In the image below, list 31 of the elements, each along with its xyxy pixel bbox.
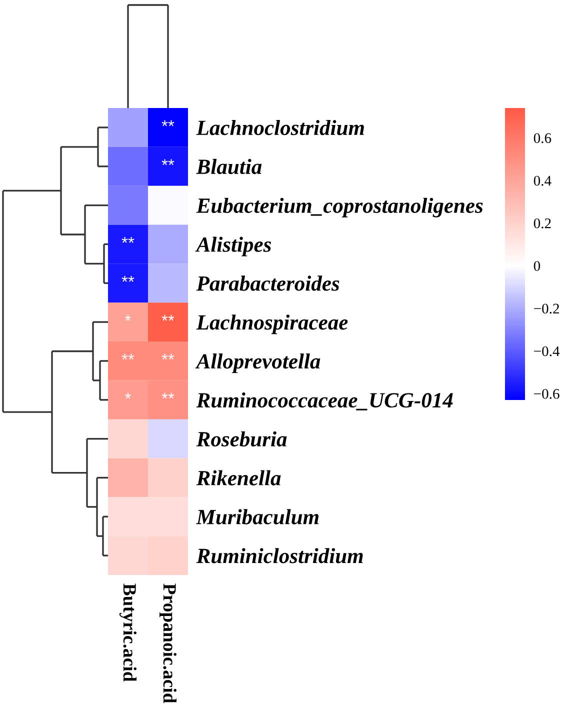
color-bar-label: 0.2 — [534, 218, 551, 228]
y-tick-label: Alloprevotella — [195, 353, 320, 374]
data-label: ** — [122, 237, 134, 243]
y-tick-label: Alistipes — [195, 236, 272, 256]
x-tick-label: Propanoic.acid — [160, 584, 176, 704]
y-tick-label: Eubacterium_coprostanoligenes — [196, 198, 483, 218]
data-label: ** — [162, 120, 174, 126]
y-tick-label: Ruminiclostridium — [196, 548, 363, 564]
color-bar-label: 0 — [534, 261, 540, 271]
data-label: ** — [162, 392, 174, 399]
data-label: * — [125, 314, 131, 321]
y-tick-label: Ruminococcaceae_UCG-014 — [196, 392, 453, 410]
data-label: ** — [162, 159, 174, 166]
y-tick-label: Roseburia — [196, 431, 287, 447]
color-bar-label: −0.4 — [534, 346, 560, 356]
y-tick-label: Lachnospiraceae — [196, 314, 348, 334]
x-tick-label: Butyric.acid — [119, 584, 137, 682]
y-tick-label: Rikenella — [196, 470, 281, 486]
color-bar-label: 0.6 — [534, 133, 552, 144]
color-bar-label: −0.6 — [534, 388, 560, 399]
y-tick-label: Blautia — [196, 158, 262, 174]
color-bar-label: −0.2 — [534, 304, 559, 314]
data-label: ** — [162, 354, 174, 360]
data-label: ** — [122, 276, 134, 282]
y-tick-label: Lachnoclostridium — [196, 120, 364, 136]
y-tick-label: Muribaculum — [196, 509, 319, 524]
data-label: ** — [122, 354, 134, 360]
y-tick-label: Parabacteroides — [196, 276, 340, 291]
data-label: ** — [162, 314, 174, 321]
color-bar-label: 0.4 — [534, 176, 552, 186]
data-label: * — [125, 392, 131, 399]
